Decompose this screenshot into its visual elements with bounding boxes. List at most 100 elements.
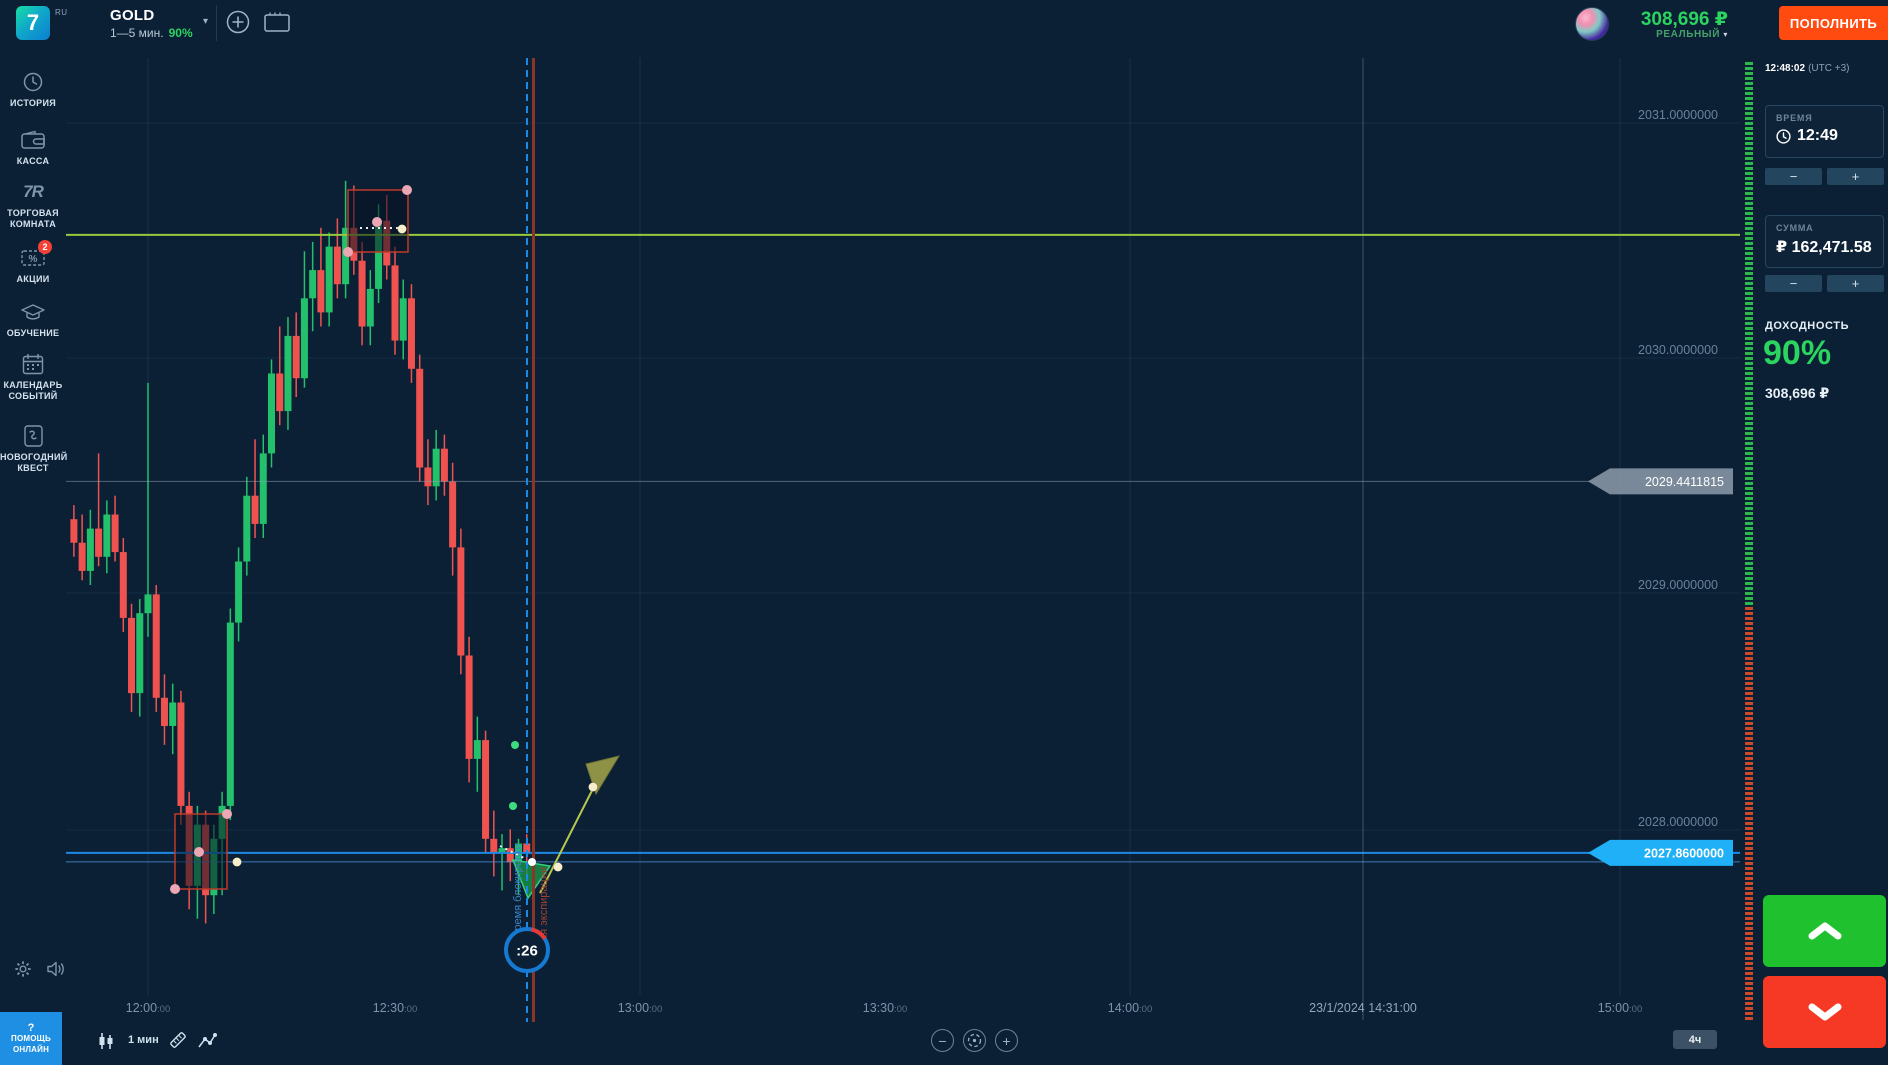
time-decrease-button[interactable]: − [1765, 168, 1822, 185]
amount-stepper: − + [1765, 275, 1884, 292]
candlestick-icon [99, 1033, 113, 1049]
clock-icon [1776, 128, 1791, 144]
sidebar-item-history[interactable]: ИСТОРИЯ [0, 70, 66, 109]
expiry-time-field[interactable]: ВРЕМЯ 12:49 [1765, 105, 1884, 158]
server-clock: 12:48:02 (UTC +3) [1765, 62, 1850, 74]
range-button[interactable]: 4ч [1673, 1030, 1717, 1049]
wallet-icon [20, 129, 46, 151]
price-axis-label: 2031.0000000 [1638, 108, 1718, 122]
time-axis-label: 12:00:00 [126, 1001, 171, 1015]
deposit-button[interactable]: ПОПОЛНИТЬ [1779, 6, 1888, 40]
calendar-icon [21, 352, 45, 376]
asset-timeframe: 1—5 мин. [110, 26, 164, 40]
zoom-in-button[interactable]: + [995, 1029, 1018, 1052]
history-icon [21, 70, 45, 94]
reset-view-button[interactable] [963, 1029, 986, 1052]
asset-title[interactable]: GOLD [110, 7, 155, 24]
expiry-countdown-timer [504, 927, 550, 973]
interval-button[interactable]: 1 мин [128, 1034, 159, 1046]
svg-text:%: % [29, 254, 38, 265]
crosshair-date-label: 23/1/2024 14:31:00 [1309, 1001, 1417, 1015]
sidebar-item-label: КАССА [16, 156, 50, 166]
sidebar-item-label: ТОРГОВАЯ КОМНАТА [7, 208, 59, 230]
account-type-selector[interactable]: РЕАЛЬНЫЙ ▾ [1530, 29, 1728, 40]
sidebar-item-label: ОБУЧЕНИЕ [6, 328, 60, 338]
chevron-down-icon[interactable]: ▾ [203, 16, 209, 27]
logo-region-label: RU [55, 8, 68, 17]
price-badge-label: 2027.8600000 [1644, 846, 1724, 860]
amount-value: ₽ 162,471.58 [1776, 239, 1872, 256]
time-stepper: − + [1765, 168, 1884, 185]
speaker-icon [47, 961, 64, 977]
avatar[interactable] [1575, 7, 1609, 41]
time-axis-label: 13:00:00 [618, 1001, 663, 1015]
chevron-down-icon [1808, 1003, 1841, 1021]
asset-subtitle: 1—5 мин. 90% [110, 26, 193, 40]
asset-payout: 90% [168, 26, 193, 40]
sidebar-item-label: КАЛЕНДАРЬ СОБЫТИЙ [3, 380, 63, 402]
help-question-mark: ? [27, 1022, 35, 1035]
graduation-icon [20, 302, 46, 322]
amount-field[interactable]: СУММА ₽ 162,471.58 [1765, 215, 1884, 268]
balance-amount: 308,696 ₽ [1640, 9, 1728, 30]
amount-label: СУММА [1776, 223, 1814, 233]
percent-ticket-icon: % [20, 248, 46, 268]
sidebar-item-promotions[interactable]: % 2 АКЦИИ [0, 240, 66, 285]
candles [70, 180, 531, 924]
crosshair-icon [967, 1033, 982, 1048]
sound-button[interactable] [46, 960, 66, 978]
price-badge [1588, 839, 1733, 866]
price-badge-label: 2029.4411815 [1645, 475, 1724, 489]
expiry-time-value: 12:49 [1797, 127, 1838, 144]
server-clock-timezone: (UTC +3) [1808, 63, 1850, 74]
price-axis-label: 2030.0000000 [1638, 343, 1718, 357]
sidebar-item-trading-room[interactable]: 7R ТОРГОВАЯ КОМНАТА [0, 180, 66, 231]
add-asset-button[interactable] [226, 10, 250, 34]
timer-countdown-label: :26 [516, 943, 538, 960]
header-divider [216, 5, 217, 41]
sidebar-item-label: НОВОГОДНИЙ КВЕСТ [0, 452, 68, 474]
sidebar-item-cashier[interactable]: КАССА [0, 128, 66, 167]
sell-down-button[interactable] [1763, 976, 1886, 1048]
amount-decrease-button[interactable]: − [1765, 275, 1822, 292]
logo-glyph: 7 [26, 10, 40, 35]
time-axis-label: 14:00:00 [1108, 1001, 1153, 1015]
time-increase-button[interactable]: + [1827, 168, 1884, 185]
zoom-out-button[interactable]: − [931, 1029, 954, 1052]
plus-circle-icon [226, 10, 250, 34]
sidebar-item-events-calendar[interactable]: КАЛЕНДАРЬ СОБЫТИЙ [0, 352, 66, 403]
chart-windows-button[interactable] [264, 12, 290, 32]
time-axis-label: 12:30:00 [373, 1001, 418, 1015]
drawing-tools-button[interactable] [168, 1031, 188, 1051]
gear-icon [15, 961, 31, 977]
help-online-button[interactable]: ? ПОМОЩЬ ОНЛАЙН [0, 1012, 62, 1065]
sidebar-item-new-year-quest[interactable]: НОВОГОДНИЙ КВЕСТ [0, 424, 68, 475]
expiry-time-label: ВРЕМЯ [1776, 113, 1813, 123]
traderoom-icon: 7R [23, 182, 44, 201]
server-clock-time: 12:48:02 [1765, 63, 1806, 74]
indicators-button[interactable] [196, 1031, 218, 1051]
window-icon [264, 12, 290, 32]
sidebar-item-education[interactable]: ОБУЧЕНИЕ [0, 300, 66, 339]
price-axis-label: 2028.0000000 [1638, 815, 1718, 829]
buy-time-line-label: Время блокировки [512, 843, 524, 938]
price-axis-label: 2029.0000000 [1638, 578, 1718, 592]
sentiment-bar-buyers [1745, 62, 1753, 607]
price-badge [1588, 468, 1733, 495]
amount-increase-button[interactable]: + [1827, 275, 1884, 292]
chart-type-button[interactable] [96, 1031, 116, 1051]
account-type-label: РЕАЛЬНЫЙ [1656, 29, 1720, 40]
app-logo[interactable]: 7 [16, 6, 50, 40]
indicators-icon [198, 1033, 217, 1048]
notification-badge: 2 [38, 240, 52, 254]
profit-percent: 90% [1763, 334, 1832, 372]
time-axis-label: 15:00:00 [1598, 1001, 1643, 1015]
buy-up-button[interactable] [1763, 895, 1886, 967]
help-label: ПОМОЩЬ ОНЛАЙН [11, 1034, 51, 1054]
time-axis-label: 13:30:00 [863, 1001, 908, 1015]
chevron-up-icon [1808, 922, 1841, 940]
chevron-down-icon: ▾ [1723, 30, 1728, 39]
settings-button[interactable] [14, 960, 32, 978]
expiry-time-line-label: Время экспирации [538, 867, 550, 962]
